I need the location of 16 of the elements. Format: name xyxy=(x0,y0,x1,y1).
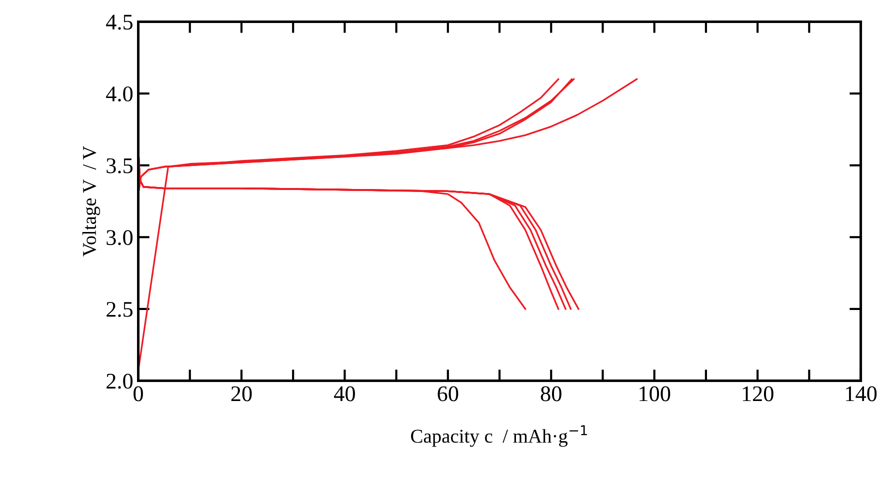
x-tick-label: 80 xyxy=(540,386,562,402)
x-tick-label: 140 xyxy=(846,386,877,402)
y-tick-label: 4.5 xyxy=(106,14,133,30)
x-tick-label: 120 xyxy=(742,386,774,402)
x-tick-label: 20 xyxy=(231,386,252,402)
y-tick-label: 3.0 xyxy=(106,230,133,246)
x-axis-title: Capacity c / mAh·g$^{−1}$ xyxy=(411,425,587,447)
y-tick-label: 2.5 xyxy=(106,302,133,317)
y-axis-title: Voltage V / V xyxy=(82,146,100,256)
y-tick-label: 2.0 xyxy=(106,374,133,389)
y-tick-label: 3.5 xyxy=(106,158,133,174)
y-tick-label: 4.0 xyxy=(106,86,133,102)
x-tick-label: 0 xyxy=(134,386,143,402)
x-tick-label: 40 xyxy=(334,386,355,402)
x-tick-label: 60 xyxy=(438,386,458,402)
x-tick-label: 100 xyxy=(640,386,670,402)
